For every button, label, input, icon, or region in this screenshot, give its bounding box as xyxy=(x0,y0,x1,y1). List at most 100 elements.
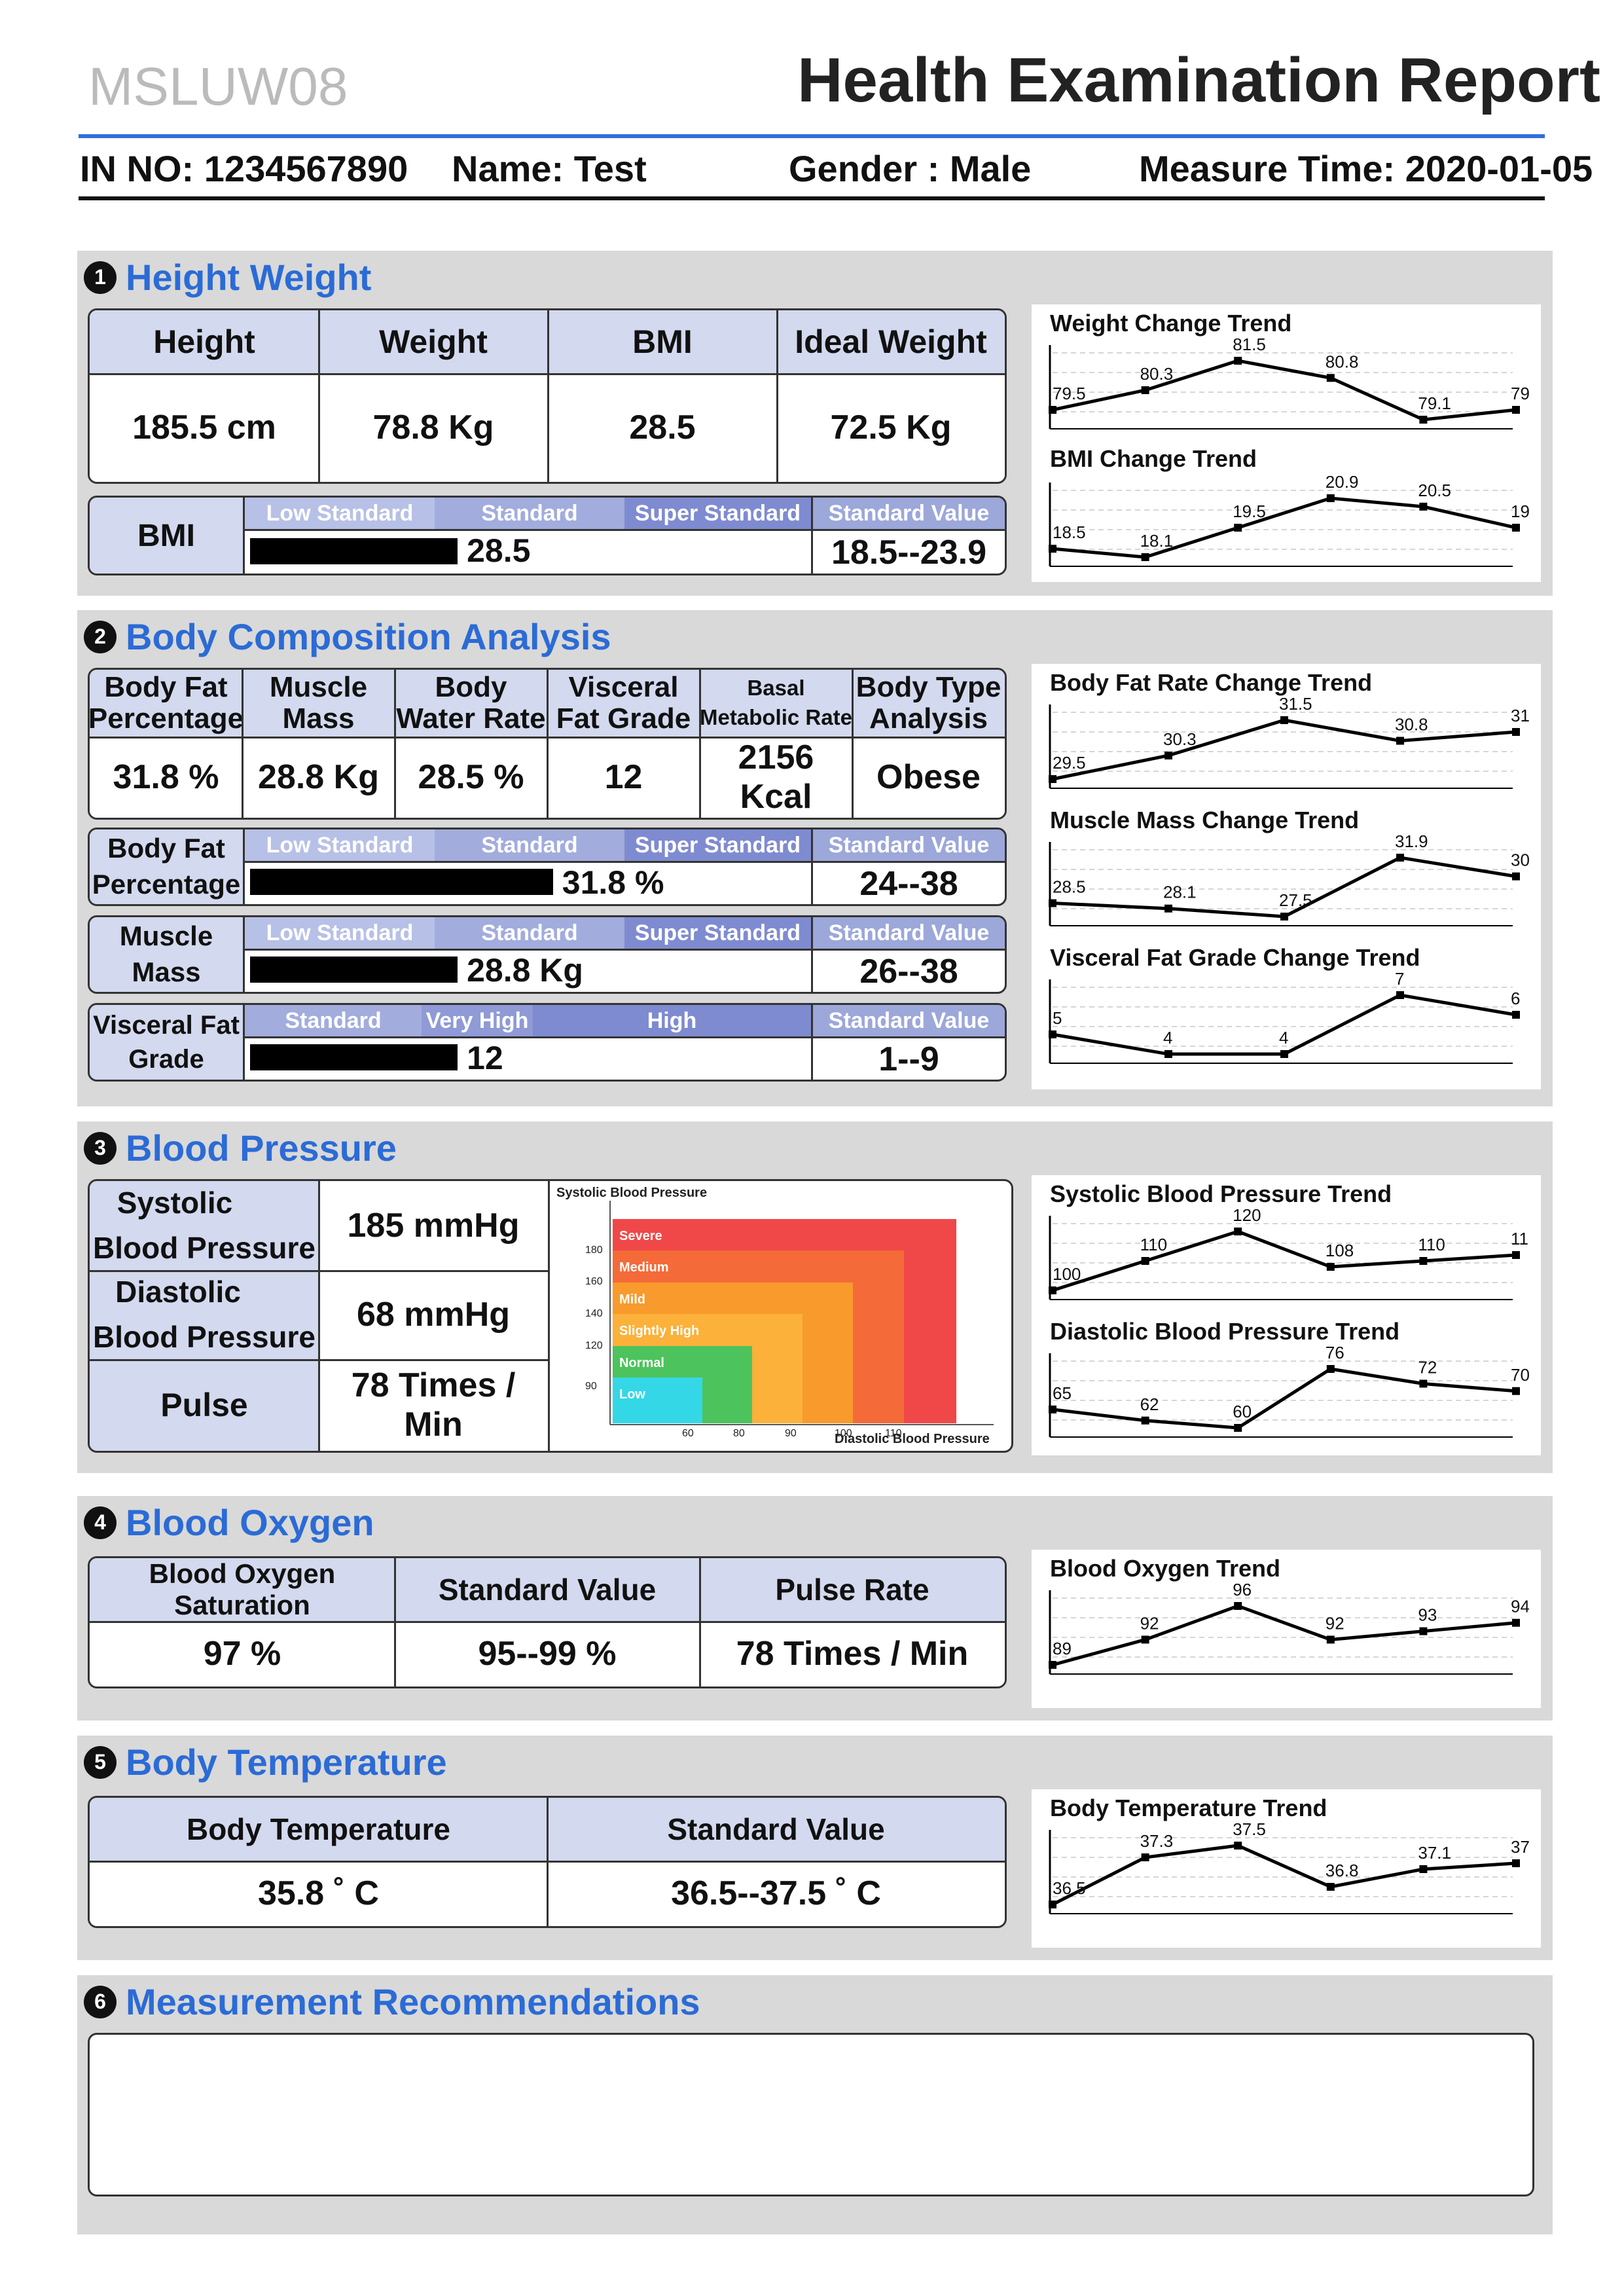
data-point xyxy=(1049,1661,1056,1669)
visceral-level-value: 12 xyxy=(467,1040,503,1076)
oxygen-standard-header: Standard Value xyxy=(395,1558,700,1621)
label-line: Diastolic xyxy=(115,1275,241,1309)
data-point xyxy=(1234,524,1242,532)
body-temperature-table: Body Temperature Standard Value 35.8 ˚ C… xyxy=(88,1796,1007,1928)
x-tick-label: 110 xyxy=(885,1428,902,1439)
header-line: Body Fat xyxy=(104,670,228,703)
muscle-standard-value: 26--38 xyxy=(859,952,958,991)
in-no-label: IN NO: xyxy=(80,148,194,189)
oxygen-trend-chart: 89 92 96 92 93 94 xyxy=(1049,1584,1529,1675)
data-label: 31.9 xyxy=(1395,835,1428,851)
standard-value-header: Standard Value xyxy=(813,829,1005,861)
pulse-rate-header: Pulse Rate xyxy=(700,1558,1005,1621)
data-label: 20.5 xyxy=(1418,481,1451,500)
section-number-icon: 2 xyxy=(84,620,117,653)
data-point xyxy=(1141,1257,1149,1265)
visceral-level-bar xyxy=(250,1044,458,1070)
section-title: 6 Measurement Recommendations xyxy=(84,1980,700,2023)
body-fat-value: 31.8 % xyxy=(90,737,242,818)
x-tick-label: 60 xyxy=(682,1428,694,1439)
name-value: Test xyxy=(573,148,647,189)
data-point xyxy=(1419,1627,1428,1635)
body-fat-level-bar xyxy=(250,869,553,895)
data-label: 4 xyxy=(1163,1028,1172,1048)
zone-label: Severe xyxy=(619,1229,662,1243)
pulse-value: 78 Times / Min xyxy=(319,1359,548,1451)
data-point xyxy=(1396,991,1404,999)
systolic-value: 185 mmHg xyxy=(319,1181,548,1270)
segment-standard: Standard xyxy=(435,917,624,949)
section-title-text: Body Temperature xyxy=(126,1741,447,1783)
data-label: 28.5 xyxy=(1053,877,1086,897)
data-point xyxy=(1280,913,1288,920)
zone-label: Mild xyxy=(619,1292,645,1307)
data-label: 79.1 xyxy=(1418,393,1451,413)
data-label: 18.1 xyxy=(1140,531,1174,551)
body-fat-trend-chart: 29.5 30.3 31.5 30.8 31.1 xyxy=(1049,698,1529,789)
visceral-fat-scale: Visceral Fat Grade Standard Very High Hig… xyxy=(88,1003,1007,1082)
visceral-fat-header: Visceral Fat Grade xyxy=(547,670,700,737)
data-label: 30.5 xyxy=(1511,850,1529,870)
header-line: Percentage xyxy=(88,702,244,735)
data-label: 30.3 xyxy=(1163,729,1197,749)
weight-trend-chart: 79.5 80.3 81.5 80.8 79.1 79.5 xyxy=(1049,338,1529,429)
zone-label: Medium xyxy=(619,1260,669,1275)
section-number-icon: 5 xyxy=(84,1745,117,1779)
y-tick-label: 160 xyxy=(585,1276,603,1287)
measure-time-field: Measure Time: 2020-01-05 xyxy=(1139,147,1593,190)
gender-label: Gender : xyxy=(789,148,940,189)
basal-metabolic-value: 2156 Kcal xyxy=(700,737,852,818)
oxygen-saturation-header: Blood Oxygen Saturation xyxy=(90,1558,395,1621)
data-point xyxy=(1049,1405,1056,1413)
data-label: 37.1 xyxy=(1418,1843,1451,1863)
y-tick-label: 180 xyxy=(585,1245,603,1256)
oxygen-standard-value: 95--99 % xyxy=(395,1621,700,1686)
data-point xyxy=(1049,899,1056,907)
trend-panel-1: Weight Change Trend 79.5 80.3 81.5 80.8 79.1… xyxy=(1032,304,1541,582)
trend-line xyxy=(1052,1367,1517,1430)
bmi-level-value: 28.5 xyxy=(467,532,531,569)
data-point xyxy=(1234,1228,1242,1235)
header-line: Basal xyxy=(747,676,805,701)
basal-metabolic-header: Basal Metabolic Rate xyxy=(700,670,852,737)
header-line: Metabolic Rate xyxy=(700,705,852,729)
y-tick-label: 120 xyxy=(585,1340,603,1351)
pulse-label: Pulse xyxy=(90,1359,319,1451)
data-point xyxy=(1326,1365,1335,1373)
segment-super-standard: Super Standard xyxy=(624,917,811,949)
x-tick-label: 100 xyxy=(835,1428,852,1439)
trend-line xyxy=(1052,1604,1517,1667)
data-point xyxy=(1419,1379,1428,1388)
trend-title: Diastolic Blood Pressure Trend xyxy=(1050,1318,1400,1345)
data-point xyxy=(1049,406,1056,414)
segment-high: High xyxy=(533,1005,811,1036)
label-line: Muscle xyxy=(119,920,213,952)
data-label: 108 xyxy=(1326,1241,1354,1260)
systolic-trend-chart: 100 110 120 108 110 112 xyxy=(1049,1209,1529,1300)
data-point xyxy=(1512,1387,1520,1395)
data-point xyxy=(1164,1050,1172,1058)
data-point xyxy=(1049,545,1056,553)
data-label: 62 xyxy=(1140,1394,1159,1414)
data-point xyxy=(1512,1618,1520,1627)
data-label: 60 xyxy=(1233,1402,1252,1421)
segment-low-standard: Low Standard xyxy=(245,498,435,529)
data-point xyxy=(1234,357,1242,365)
visceral-standard-value: 1--9 xyxy=(878,1040,939,1078)
header-line: Visceral xyxy=(568,670,679,703)
standard-value-header: Standard Value xyxy=(813,1005,1005,1036)
data-label: 93 xyxy=(1418,1605,1437,1625)
temperature-standard-header: Standard Value xyxy=(547,1798,1005,1861)
section-recommendations: 6 Measurement Recommendations xyxy=(77,1975,1553,2234)
data-point xyxy=(1234,1842,1242,1850)
section-number-icon: 4 xyxy=(84,1506,117,1539)
data-point xyxy=(1280,1050,1288,1058)
section-number-icon: 3 xyxy=(84,1131,117,1165)
y-tick-label: 140 xyxy=(585,1308,603,1319)
data-label: 7 xyxy=(1395,973,1404,989)
section-blood-pressure: 3 Blood Pressure Systolic Blood Pressure D… xyxy=(77,1121,1553,1473)
measure-time-label: Measure Time: xyxy=(1139,148,1396,189)
trend-title: Systolic Blood Pressure Trend xyxy=(1050,1180,1392,1207)
header-line: Body Type xyxy=(856,670,1001,703)
data-point xyxy=(1419,1257,1428,1265)
